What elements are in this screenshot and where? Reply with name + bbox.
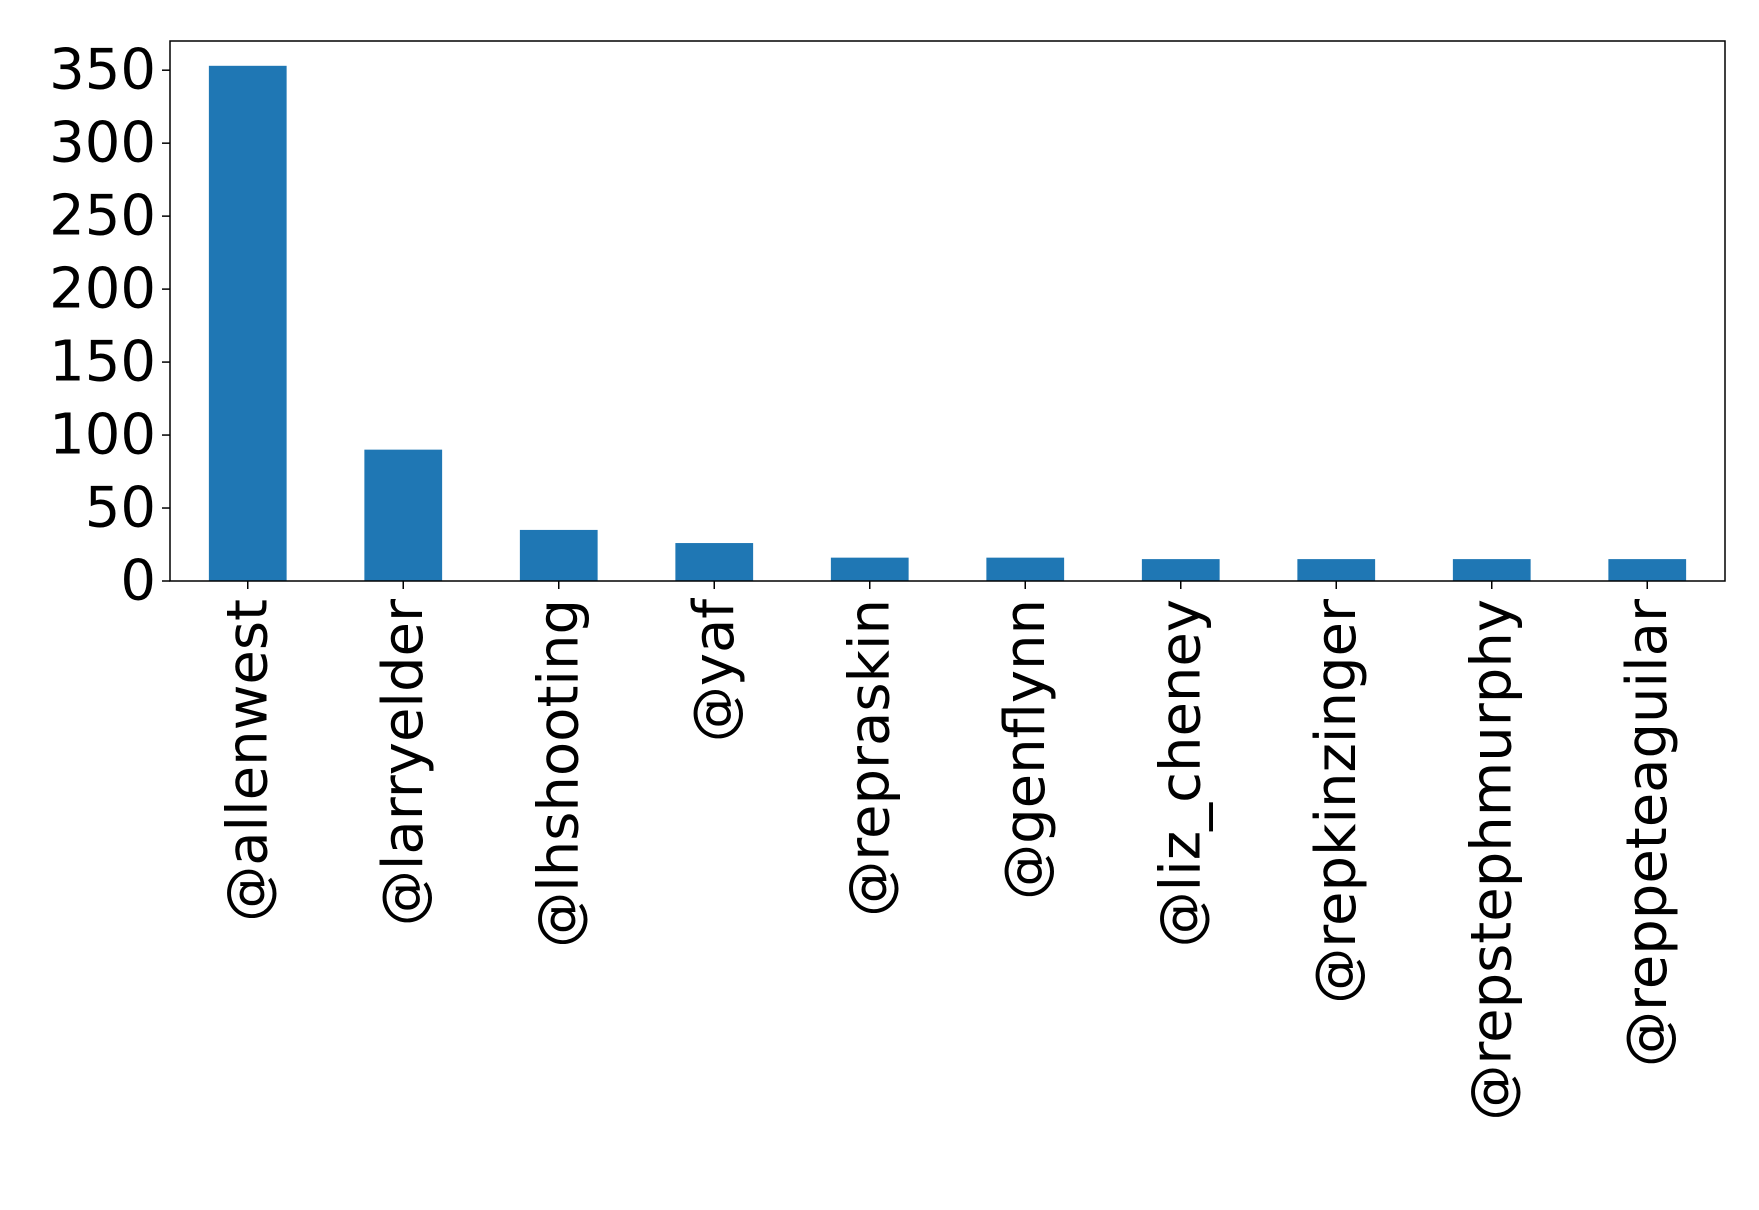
y-tick-label: 350 <box>49 38 156 103</box>
bar-genflynn <box>986 557 1065 581</box>
y-axis: 0 50 100 150 200 250 300 350 <box>49 38 170 614</box>
bar-reppeteaguilar <box>1608 559 1687 581</box>
bars-group <box>208 65 1687 582</box>
bar-allenwest <box>208 65 287 582</box>
bar-liz-cheney <box>1141 559 1220 581</box>
x-tick-label: @lhshooting <box>526 599 591 948</box>
y-tick-label: 100 <box>49 403 156 468</box>
x-tick-label: @yaf <box>682 598 747 742</box>
y-tick-label: 200 <box>49 257 156 322</box>
y-tick-label: 300 <box>49 111 156 176</box>
plot-frame <box>169 40 1726 582</box>
bar-yaf <box>675 543 754 581</box>
y-tick-label: 50 <box>85 476 156 541</box>
x-tick-label: @reppeteaguilar <box>1615 598 1680 1067</box>
x-tick-label: @liz_cheney <box>1148 599 1213 947</box>
bar-lhshooting <box>519 529 598 581</box>
x-tick-label: @repkinzinger <box>1304 598 1369 1004</box>
x-tick-label: @repstephmurphy <box>1459 599 1524 1121</box>
y-tick-label: 250 <box>49 184 156 249</box>
bar-repkinzinger <box>1297 559 1376 581</box>
bar-larryelder <box>364 449 443 581</box>
x-axis: @allenwest @larryelder @lhshooting @yaf @rep… <box>215 581 1680 1121</box>
x-tick-label: @larryelder <box>371 598 436 926</box>
y-tick-label: 0 <box>120 549 156 614</box>
bar-repstephmurphy <box>1452 559 1531 581</box>
x-tick-label: @allenwest <box>215 599 280 922</box>
x-tick-label: @genflynn <box>993 599 1058 900</box>
x-tick-label: @repraskin <box>837 599 902 917</box>
y-tick-label: 150 <box>49 330 156 395</box>
bar-repraskin <box>830 557 909 581</box>
